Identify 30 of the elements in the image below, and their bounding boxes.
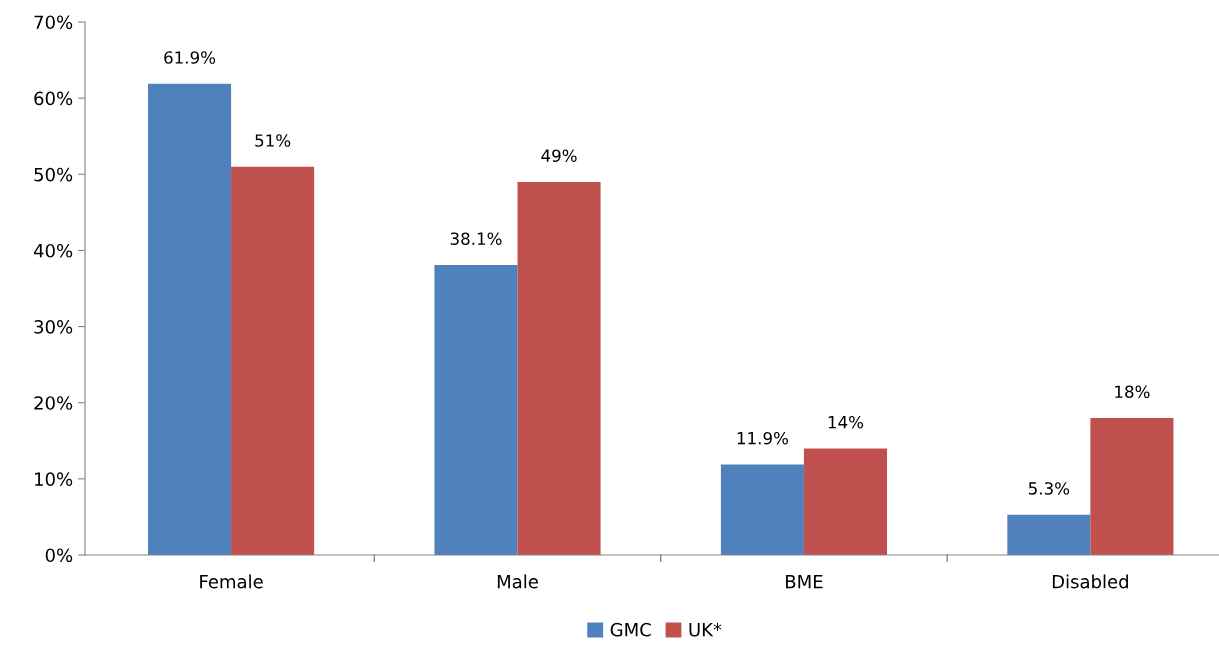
data-label: 49% [541, 149, 577, 162]
data-label: 51% [255, 134, 291, 147]
y-tick-label: 60% [34, 91, 73, 106]
data-label: 5.3% [1028, 482, 1070, 495]
x-tick-label: Male [497, 574, 538, 589]
y-tick-label: 50% [34, 167, 73, 182]
bar [720, 464, 804, 555]
y-tick-label: 10% [35, 472, 73, 486]
data-label: 38.1% [450, 232, 502, 245]
bar [434, 264, 518, 555]
legend-label: UK* [689, 622, 722, 637]
data-label: 61.9% [164, 51, 216, 64]
y-tick-label: 20% [34, 396, 73, 410]
data-label: 14% [828, 415, 864, 429]
data-label: 18% [1115, 385, 1150, 399]
x-tick-label: BME [786, 575, 823, 589]
bar [1090, 417, 1174, 555]
y-tick-label: 70% [34, 15, 73, 30]
y-tick-label: 30% [34, 320, 73, 334]
bar [148, 83, 232, 555]
x-tick-label: Disabled [1052, 574, 1128, 589]
bar [231, 166, 315, 555]
bar [1007, 514, 1091, 555]
data-label: 11.9% [737, 431, 788, 445]
y-tick-label: 40% [33, 243, 73, 258]
legend-label: GMC [610, 622, 651, 637]
x-tick-label: Female [200, 574, 263, 589]
bar [803, 448, 888, 555]
y-tick-label: 0% [45, 548, 73, 563]
bar [517, 181, 601, 555]
